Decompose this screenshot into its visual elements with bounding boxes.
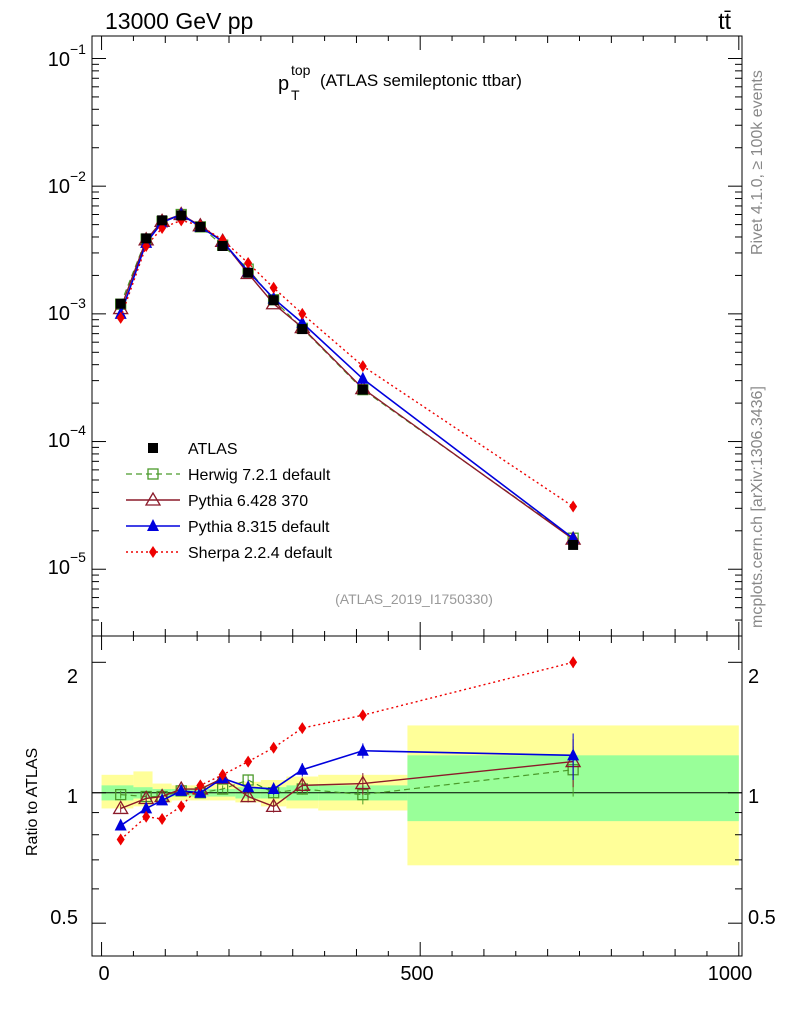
main-point-data-8	[297, 324, 308, 335]
y-tick-label-2: 10	[48, 176, 70, 198]
main-point-pythia8-9	[356, 371, 369, 384]
ratio-point-pythia8-7	[267, 782, 280, 795]
plot-title: p top T (ATLAS semileptonic ttbar)	[278, 62, 522, 103]
ratio-point-pythia6-0	[112, 800, 129, 815]
ratio-point-herwig-5	[216, 783, 229, 795]
ratio-y-tick-labels: 2 1 0.5 2 1 0.5	[50, 666, 776, 929]
legend-marker-herwig	[147, 468, 159, 480]
ratio-point-pythia6-7	[265, 798, 282, 813]
ratio-plot-frame	[91, 635, 743, 957]
ratio-point-sherpa-5	[218, 768, 227, 781]
ratio-point-pythia6-9	[354, 775, 371, 790]
y-tick-exp-4: −4	[70, 422, 86, 438]
ratio-point-sherpa-2	[158, 812, 167, 825]
ratio-point-herwig-0	[115, 788, 127, 801]
main-point-sherpa-9	[358, 360, 367, 373]
ratio-tick-left-2: 2	[67, 666, 78, 688]
main-point-sherpa-10	[569, 500, 578, 513]
main-point-sherpa-8	[298, 307, 307, 320]
ratio-tick-right-2: 2	[748, 666, 759, 688]
y-tick-label-1: 10	[48, 49, 70, 71]
energy-label: 13000 GeV pp	[105, 8, 253, 34]
main-point-data-0	[115, 298, 126, 309]
ratio-point-sherpa-7	[269, 741, 278, 754]
ratio-point-sherpa-1	[142, 810, 151, 823]
main-point-sherpa-0	[116, 311, 125, 324]
legend-label-data: ATLAS	[188, 441, 238, 458]
ratio-point-pythia8-10	[567, 748, 580, 761]
ratio-point-sherpa-8	[298, 722, 307, 735]
y-tick-exp-3: −3	[70, 295, 86, 311]
y-tick-exp-2: −2	[70, 168, 86, 184]
ratio-point-sherpa-3	[177, 800, 186, 813]
main-y-tick-labels: 10 −1 10 −2 10 −3 10 −4 10 −5	[48, 41, 86, 579]
ratio-point-pythia8-6	[242, 780, 255, 793]
legend-label-herwig: Herwig 7.2.1 default	[188, 467, 331, 484]
main-point-data-9	[357, 384, 368, 395]
main-point-sherpa-6	[244, 257, 253, 270]
data-uncertainty-bands	[92, 725, 742, 866]
main-point-data-4	[195, 221, 206, 232]
ratio-point-pythia8-0	[114, 818, 127, 831]
x-tick-label-1000: 1000	[708, 963, 753, 985]
x-tick-label-500: 500	[400, 963, 433, 985]
main-point-sherpa-7	[269, 281, 278, 294]
ratio-point-pythia8-8	[296, 762, 309, 775]
y-tick-exp-5: −5	[70, 549, 86, 565]
ratio-tick-right-1: 1	[748, 786, 759, 808]
y-tick-label-3: 10	[48, 303, 70, 325]
ratio-tick-left-1: 1	[67, 786, 78, 808]
ratio-point-pythia8-3	[175, 783, 188, 796]
mcplots-label: mcplots.cern.ch [arXiv:1306.3436]	[749, 386, 766, 628]
ratio-point-pythia6-8	[294, 777, 311, 792]
main-line-herwig	[120, 213, 574, 539]
x-tick-label-0: 0	[98, 963, 109, 985]
title-rest: (ATLAS semileptonic ttbar)	[320, 71, 522, 90]
ratio-point-sherpa-4	[196, 779, 205, 792]
title-sup: top	[291, 62, 311, 78]
ratio-point-sherpa-0	[116, 833, 125, 846]
ratio-point-pythia8-9	[356, 743, 369, 756]
main-point-data-3	[176, 210, 187, 221]
ratio-point-pythia8-1	[140, 801, 153, 814]
ratio-point-pythia8-4	[194, 785, 207, 798]
legend-label-pythia6: Pythia 6.428 370	[188, 493, 308, 510]
main-point-data-7	[268, 295, 279, 306]
legend-label-pythia8: Pythia 8.315 default	[188, 519, 330, 536]
ratio-point-pythia8-2	[156, 793, 169, 806]
ratio-y-axis-label: Ratio to ATLAS	[24, 748, 41, 856]
main-point-data-2	[157, 215, 168, 226]
title-p: p	[278, 73, 289, 95]
main-series	[112, 206, 582, 550]
legend-label-sherpa: Sherpa 2.2.4 default	[188, 545, 333, 562]
y-tick-label-5: 10	[48, 557, 70, 579]
main-point-data-5	[217, 240, 228, 251]
ratio-point-sherpa-9	[358, 709, 367, 722]
process-label: tt̄	[718, 8, 731, 34]
y-tick-label-4: 10	[48, 430, 70, 452]
ratio-tick-left-05: 0.5	[50, 907, 78, 929]
main-point-data-1	[141, 233, 152, 244]
analysis-id: (ATLAS_2019_I1750330)	[335, 591, 493, 607]
rivet-label: Rivet 4.1.0, ≥ 100k events	[749, 70, 766, 255]
ratio-series	[112, 656, 582, 846]
ratio-point-sherpa-6	[244, 755, 253, 768]
title-sub: T	[291, 87, 300, 103]
main-line-pythia6	[120, 213, 574, 540]
legend: ATLAS Herwig 7.2.1 default Pythia 6.428 37…	[126, 441, 333, 562]
legend-marker-pythia8	[147, 519, 159, 531]
main-point-data-10	[568, 539, 579, 550]
x-tick-labels: 0 500 1000	[98, 963, 752, 985]
legend-marker-sherpa	[149, 546, 157, 558]
y-tick-exp-1: −1	[70, 41, 86, 57]
ratio-tick-right-05: 0.5	[748, 907, 776, 929]
main-point-data-6	[243, 267, 254, 278]
ratio-point-sherpa-10	[569, 656, 578, 669]
legend-marker-pythia6	[144, 491, 162, 506]
ratio-point-pythia6-6	[239, 788, 257, 803]
axis-ticks	[92, 36, 742, 956]
legend-marker-data	[148, 443, 158, 453]
